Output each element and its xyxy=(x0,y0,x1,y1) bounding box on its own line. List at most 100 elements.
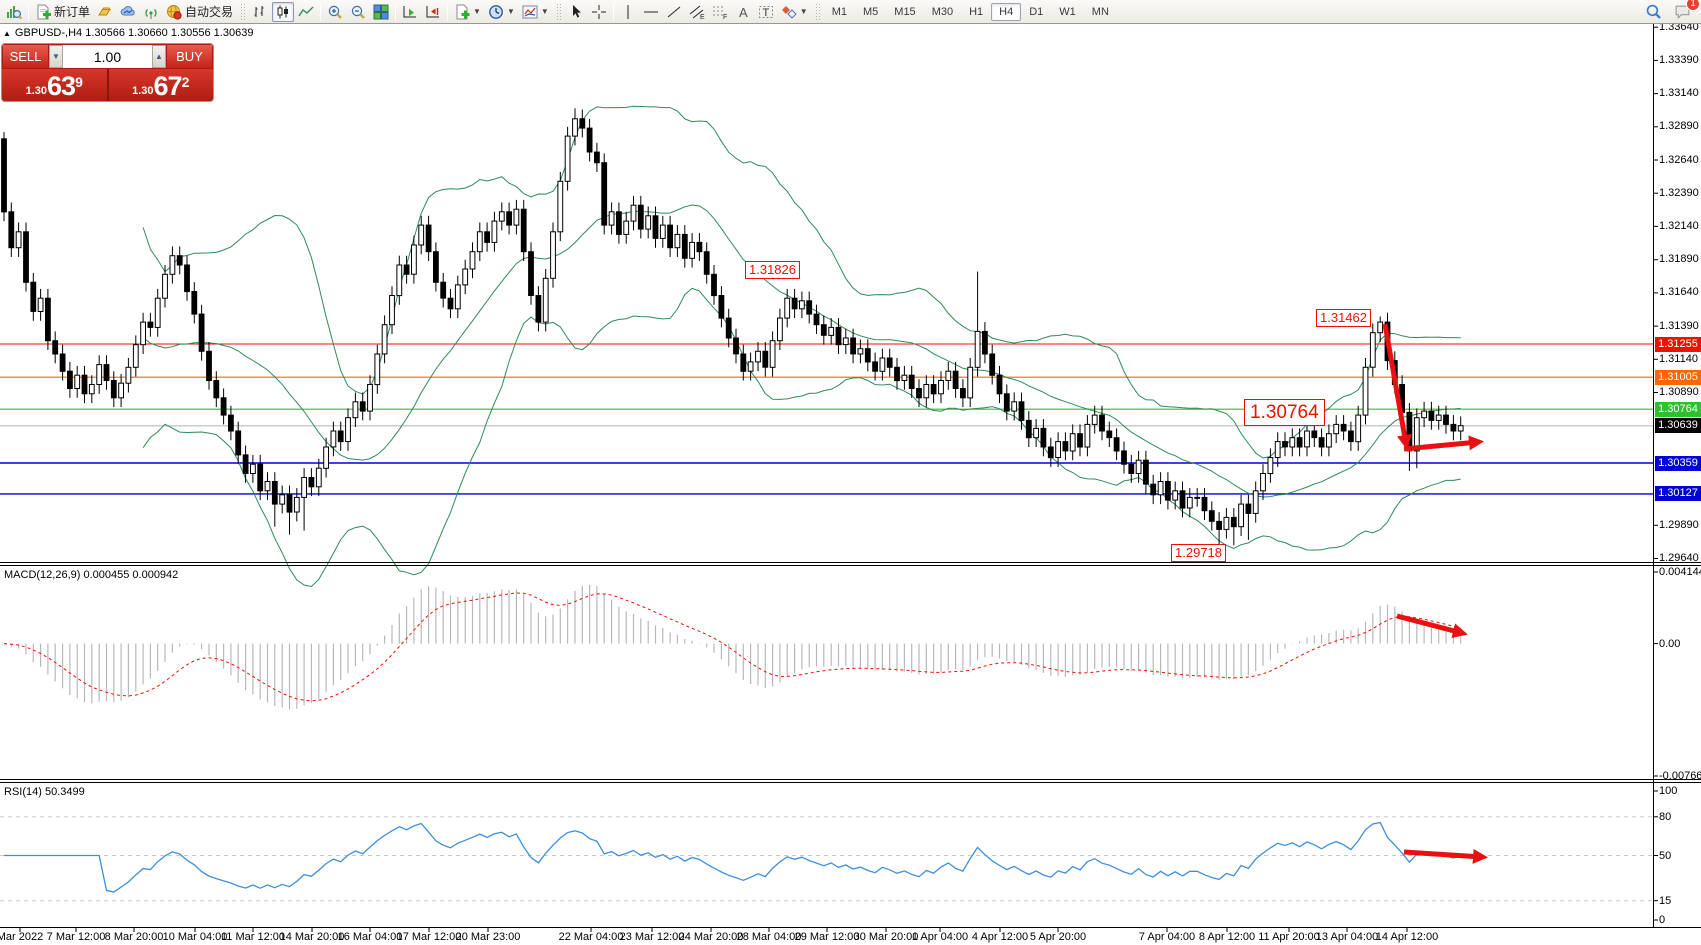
line-chart-icon xyxy=(298,6,314,16)
community-button[interactable] xyxy=(117,2,139,22)
axis-ticks xyxy=(19,26,1658,932)
buy-price-display[interactable]: 1.30 67 2 xyxy=(108,69,213,101)
search-button[interactable] xyxy=(1642,2,1665,22)
timeframe-button-m30[interactable]: M30 xyxy=(931,5,954,18)
time-axis-label: 30 Mar 20:00 xyxy=(853,931,919,943)
fibonacci-button[interactable]: F xyxy=(709,2,731,22)
timeframe-button-w1[interactable]: W1 xyxy=(1059,5,1076,18)
price-annotation-1.31462[interactable]: 1.31462 xyxy=(1316,309,1371,327)
equidistant-channel-button[interactable]: E xyxy=(686,2,708,22)
vertical-line-button[interactable] xyxy=(617,2,639,22)
rsi-legend: RSI(14) 50.3499 xyxy=(4,786,85,798)
toolbar-separator xyxy=(28,2,29,21)
text-label-button[interactable]: T xyxy=(755,2,777,22)
time-axis-label: 22 Mar 04:00 xyxy=(558,931,624,943)
periods-button[interactable]: ▼ xyxy=(485,2,518,22)
text-button[interactable]: A xyxy=(732,2,754,22)
toolbar-drag-handle[interactable] xyxy=(555,2,561,21)
trendline-icon xyxy=(667,6,681,17)
zoom-in-button[interactable] xyxy=(324,2,346,22)
rsi-tick-label: 0 xyxy=(1659,914,1666,927)
signal-icon xyxy=(145,8,157,19)
toolbar-drag-handle[interactable] xyxy=(240,2,246,21)
auto-trading-button[interactable]: 自动交易 xyxy=(163,2,236,22)
deposit-button[interactable] xyxy=(94,2,116,22)
time-axis-label: 4 Apr 12:00 xyxy=(971,931,1029,943)
toolbar-drag-handle[interactable] xyxy=(814,2,820,21)
candle-chart-type-button[interactable] xyxy=(272,1,295,22)
dropdown-caret: ▼ xyxy=(506,6,515,16)
line-chart-type-button[interactable] xyxy=(295,2,317,22)
time-axis-label: 14 Mar 20:00 xyxy=(279,931,345,943)
buy-button[interactable]: BUY xyxy=(166,44,213,69)
timeframe-button-mn[interactable]: MN xyxy=(1091,5,1109,18)
new-order-button[interactable]: 新订单 xyxy=(32,2,93,22)
timeframe-button-h1[interactable]: H1 xyxy=(969,5,984,18)
chart-shift-button[interactable] xyxy=(422,2,444,22)
price-annotation-1.30764[interactable]: 1.30764 xyxy=(1244,399,1325,426)
price-tick-label: 1.31640 xyxy=(1659,286,1699,299)
price-badge-1.30359: 1.30359 xyxy=(1655,455,1701,471)
svg-text:T: T xyxy=(762,7,769,19)
timeframe-button-d1[interactable]: D1 xyxy=(1029,5,1044,18)
time-axis-label: 8 Mar 20:00 xyxy=(104,931,164,943)
chart-title: GBPUSD-,H4 1.30566 1.30660 1.30556 1.306… xyxy=(14,27,254,39)
macd-signal-line xyxy=(3,592,1461,702)
chart-shift-icon xyxy=(426,5,440,17)
time-axis-label: 11 Mar 12:00 xyxy=(220,931,286,943)
zoom-out-button[interactable] xyxy=(347,2,369,22)
trendline-button[interactable] xyxy=(663,2,685,22)
volume-input[interactable] xyxy=(63,45,152,68)
time-axis-label: 8 Apr 12:00 xyxy=(1198,931,1256,943)
sell-button[interactable]: SELL xyxy=(2,44,49,69)
fibonacci-icon: F xyxy=(712,6,727,20)
shapes-icon xyxy=(781,5,797,19)
price-tick-label: 1.29890 xyxy=(1659,518,1699,531)
macd-tick-label: 0.00 xyxy=(1659,637,1681,650)
pane-separators xyxy=(0,24,1701,928)
new-chart-button[interactable] xyxy=(3,2,25,22)
timeframe-button-m1[interactable]: M1 xyxy=(831,5,847,18)
new-chart-icon xyxy=(7,5,22,19)
price-tick-label: 1.31140 xyxy=(1659,352,1698,365)
one-click-expander-icon[interactable]: ▲ xyxy=(3,28,11,38)
symbol-row: ▲ GBPUSD-,H4 1.30566 1.30660 1.30556 1.3… xyxy=(3,27,253,39)
auto-scroll-icon xyxy=(403,5,417,17)
price-tick-label: 1.32890 xyxy=(1659,120,1699,133)
time-axis-label: 5 Apr 20:00 xyxy=(1029,931,1087,943)
price-tick-label: 1.33140 xyxy=(1659,87,1699,100)
tile-windows-icon xyxy=(373,4,389,19)
price-annotation-1.29718[interactable]: 1.29718 xyxy=(1171,544,1226,562)
price-tick-label: 1.30890 xyxy=(1659,385,1699,398)
horizontal-line-button[interactable] xyxy=(640,2,662,22)
price-badge-1.31255: 1.31255 xyxy=(1655,336,1701,352)
timeframe-button-m15[interactable]: M15 xyxy=(894,5,916,18)
time-axis-label: 7 Apr 04:00 xyxy=(1138,931,1196,943)
crosshair-button[interactable] xyxy=(588,2,610,22)
price-tick-label: 1.32140 xyxy=(1659,219,1699,232)
signals-button[interactable] xyxy=(140,2,162,22)
time-axis-label: Mar 2022 xyxy=(0,931,44,943)
timeframe-button-m5[interactable]: M5 xyxy=(863,5,879,18)
toolbar-right: 1 xyxy=(1642,0,1700,22)
arrows-button[interactable]: ▼ xyxy=(778,2,811,22)
price-tick-label: 1.32640 xyxy=(1659,153,1699,166)
time-axis-label: 28 Mar 04:00 xyxy=(736,931,802,943)
cursor-button[interactable] xyxy=(565,2,587,22)
sell-price-display[interactable]: 1.30 63 9 xyxy=(2,69,107,101)
trend-arrows[interactable] xyxy=(1382,323,1488,864)
chat-button[interactable]: 1 xyxy=(1671,0,1700,22)
macd-histogram xyxy=(10,585,1462,710)
bar-chart-type-button[interactable] xyxy=(249,2,271,22)
rsi-tick-label: 100 xyxy=(1659,785,1678,797)
volume-decrease-button[interactable]: ▼ xyxy=(49,45,64,68)
tile-windows-button[interactable] xyxy=(370,2,392,22)
templates-button[interactable]: ▼ xyxy=(451,2,484,22)
price-annotation-1.31826[interactable]: 1.31826 xyxy=(745,261,800,279)
indicators-button[interactable]: ▼ xyxy=(519,2,552,22)
auto-scroll-button[interactable] xyxy=(399,2,421,22)
volume-increase-button[interactable]: ▲ xyxy=(151,45,166,68)
price-tick-label: 1.33390 xyxy=(1659,53,1699,66)
timeframe-button-h4[interactable]: H4 xyxy=(991,2,1022,21)
